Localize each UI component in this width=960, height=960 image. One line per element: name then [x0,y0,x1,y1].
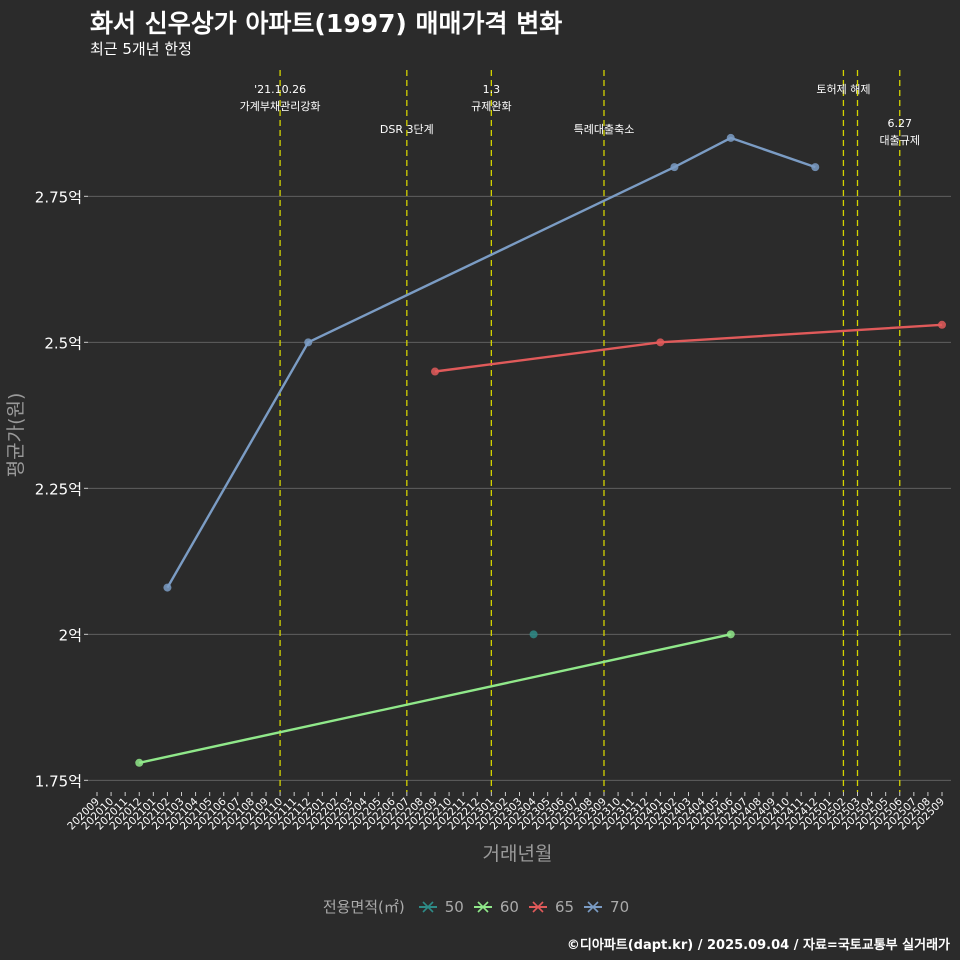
event-label: 특례대출축소 [574,123,635,136]
series-line-60 [139,633,732,764]
legend-key-icon [527,897,549,917]
chart-subtitle: 최근 5개년 한정 [90,40,192,58]
series-line-65 [434,323,943,373]
event-label: 6.27 [888,117,913,130]
y-tick-label: 1.75억 [35,772,82,790]
y-tick-label: 2억 [59,626,82,644]
y-tick-label: 2.25억 [35,480,82,498]
legend-label: 65 [554,897,575,916]
legend-title: 전용면적(㎡) [322,898,405,916]
event-label: 규제완화 [471,100,511,113]
data-point-65 [938,320,946,329]
data-point-60 [726,630,735,639]
legend: 전용면적(㎡) 50 60 65 70 [0,896,960,917]
legend-label: 70 [610,897,630,916]
data-point-60 [135,758,144,767]
event-label: DSR 3단계 [380,123,434,136]
event-label: 1.3 [483,83,501,96]
event-label: 대출규제 [880,134,920,147]
chart-title: 화서 신우상가 아파트(1997) 매매가격 변화 [90,9,563,38]
event-label: '21.10.26 [254,83,306,96]
data-point-70 [811,163,820,172]
legend-label: 50 [444,897,464,916]
legend-key-icon [472,897,494,917]
data-point-70 [163,583,172,592]
legend-item-60: 60 [472,897,519,917]
event-label: 가계부채관리강화 [240,100,321,113]
data-point-70 [726,133,735,142]
y-tick-label: 2.5억 [44,334,82,352]
x-axis-title: 거래년월 [483,843,553,865]
data-point-70 [670,163,679,172]
legend-key-icon [582,897,604,917]
data-point-70 [304,338,313,347]
source-caption: ©디아파트(dapt.kr) / 2025.09.04 / 자료=국토교통부 실… [566,938,950,953]
data-point-65 [431,367,439,376]
legend-item-65: 65 [527,897,574,917]
legend-item-70: 70 [582,897,629,917]
data-point-65 [656,338,665,347]
data-point-50 [529,630,538,639]
y-axis-title: 평균가(원) [5,393,27,478]
legend-label: 60 [499,897,519,916]
legend-key-icon [417,897,439,917]
y-tick-label: 2.75억 [35,188,82,206]
legend-item-50: 50 [417,897,464,917]
event-label: 토허제 해제 [816,82,870,96]
